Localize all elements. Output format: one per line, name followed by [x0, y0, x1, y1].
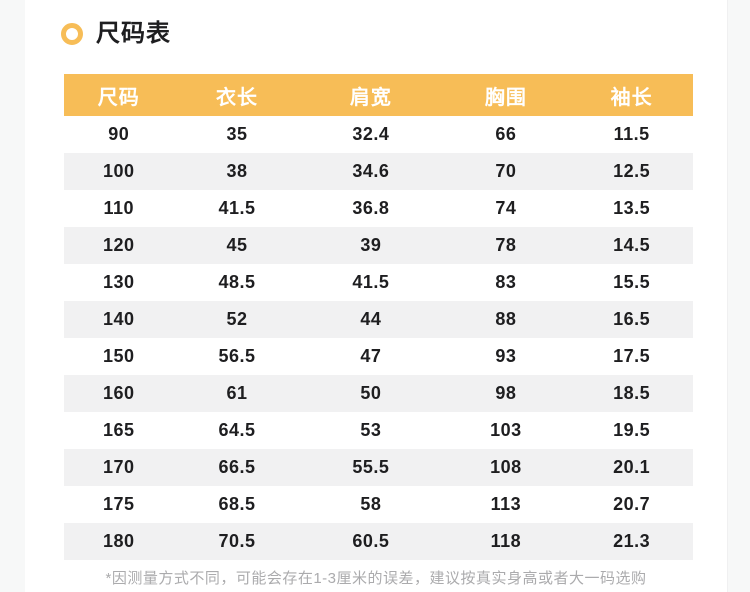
table-cell: 15.5: [613, 272, 651, 292]
table-cell: 41.5: [352, 272, 390, 292]
table-cell: 150: [102, 346, 135, 366]
table-row: 150 56.5 47 93 17.5: [64, 338, 693, 375]
table-cell: 64.5: [218, 420, 256, 440]
table-cell: 66.5: [173, 449, 301, 486]
table-cell: 110: [103, 198, 134, 218]
table-cell: 140: [64, 301, 174, 338]
table-cell: 160: [64, 375, 174, 412]
table-cell: 45: [173, 227, 301, 264]
table-cell: 48.5: [218, 272, 256, 292]
table-cell: 53: [360, 420, 382, 440]
table-cell: 16.5: [570, 301, 693, 338]
table-cell: 165: [102, 420, 135, 440]
left-background-band: [0, 0, 25, 592]
column-header-length: 衣长: [173, 74, 301, 116]
table-cell: 58: [360, 494, 382, 514]
header-row: 尺码 衣长 肩宽 胸围 袖长: [64, 74, 693, 116]
table-cell: 52: [173, 301, 301, 338]
measurement-disclaimer: *因测量方式不同，可能会存在1-3厘米的误差，建议按真实身高或者大一码选购: [105, 570, 647, 587]
table-row: 180 70.5 60.5 118 21.3: [64, 523, 693, 560]
table-cell: 93: [495, 346, 517, 366]
table-cell: 20.1: [570, 449, 693, 486]
table-cell: 78: [441, 227, 571, 264]
table-cell: 74: [495, 198, 517, 218]
section-header: 尺码表: [61, 22, 171, 46]
table-cell: 20.7: [613, 494, 651, 514]
table-cell: 47: [360, 346, 382, 366]
table-cell: 34.6: [300, 153, 442, 190]
table-cell: 103: [490, 420, 522, 440]
table-row: 130 48.5 41.5 83 15.5: [64, 264, 693, 301]
table-cell: 170: [64, 449, 174, 486]
table-row: 175 68.5 58 113 20.7: [64, 486, 693, 523]
page-title: 尺码表: [96, 20, 171, 47]
table-cell: 108: [441, 449, 571, 486]
table-cell: 70.5: [173, 523, 301, 560]
table-cell: 14.5: [570, 227, 693, 264]
table-cell: 38: [173, 153, 301, 190]
table-cell: 175: [102, 494, 135, 514]
table-row: 140 52 44 88 16.5: [64, 301, 693, 338]
table-row: 120 45 39 78 14.5: [64, 227, 693, 264]
table-cell: 44: [300, 301, 442, 338]
column-header-chest: 胸围: [441, 74, 571, 116]
table-cell: 66: [495, 124, 517, 144]
table-cell: 32.4: [352, 124, 390, 144]
table-cell: 130: [102, 272, 135, 292]
size-table-header: 尺码 衣长 肩宽 胸围 袖长: [64, 74, 693, 116]
table-cell: 18.5: [570, 375, 693, 412]
table-cell: 180: [64, 523, 174, 560]
table-cell: 88: [441, 301, 571, 338]
table-cell: 13.5: [613, 198, 651, 218]
table-cell: 70: [441, 153, 571, 190]
table-row: 160 61 50 98 18.5: [64, 375, 693, 412]
table-cell: 60.5: [300, 523, 442, 560]
table-cell: 120: [64, 227, 174, 264]
column-header-sleeve: 袖长: [570, 74, 693, 116]
table-cell: 50: [300, 375, 442, 412]
table-cell: 21.3: [570, 523, 693, 560]
size-table: 尺码 衣长 肩宽 胸围 袖长 90 35 32.4 66 11.5 100 38 34.6 70…: [64, 74, 693, 560]
content-area: 尺码表 尺码 衣长 肩宽 胸围 袖长 90 35 32.4 66 11.5 100 38 34…: [25, 0, 727, 592]
table-cell: 55.5: [300, 449, 442, 486]
table-cell: 90: [108, 124, 130, 144]
table-cell: 98: [441, 375, 571, 412]
table-row: 110 41.5 36.8 74 13.5: [64, 190, 693, 227]
table-cell: 41.5: [218, 198, 256, 218]
right-background-band: [727, 0, 750, 592]
column-header-shoulder: 肩宽: [300, 74, 442, 116]
table-row: 90 35 32.4 66 11.5: [64, 116, 693, 153]
table-cell: 113: [490, 494, 522, 514]
table-cell: 35: [226, 124, 248, 144]
table-cell: 118: [441, 523, 571, 560]
table-row: 170 66.5 55.5 108 20.1: [64, 449, 693, 486]
circle-bullet-icon: [61, 23, 83, 45]
table-cell: 12.5: [570, 153, 693, 190]
table-cell: 11.5: [613, 124, 650, 144]
table-row: 165 64.5 53 103 19.5: [64, 412, 693, 449]
table-cell: 39: [300, 227, 442, 264]
table-cell: 61: [173, 375, 301, 412]
table-cell: 83: [495, 272, 517, 292]
table-cell: 36.8: [352, 198, 390, 218]
table-cell: 19.5: [613, 420, 651, 440]
column-header-size: 尺码: [64, 74, 174, 116]
table-cell: 56.5: [218, 346, 256, 366]
table-cell: 68.5: [218, 494, 256, 514]
table-cell: 100: [64, 153, 174, 190]
size-table-body: 90 35 32.4 66 11.5 100 38 34.6 70 12.5 110 41.5 36.8…: [64, 116, 693, 560]
table-row: 100 38 34.6 70 12.5: [64, 153, 693, 190]
table-cell: 17.5: [613, 346, 651, 366]
